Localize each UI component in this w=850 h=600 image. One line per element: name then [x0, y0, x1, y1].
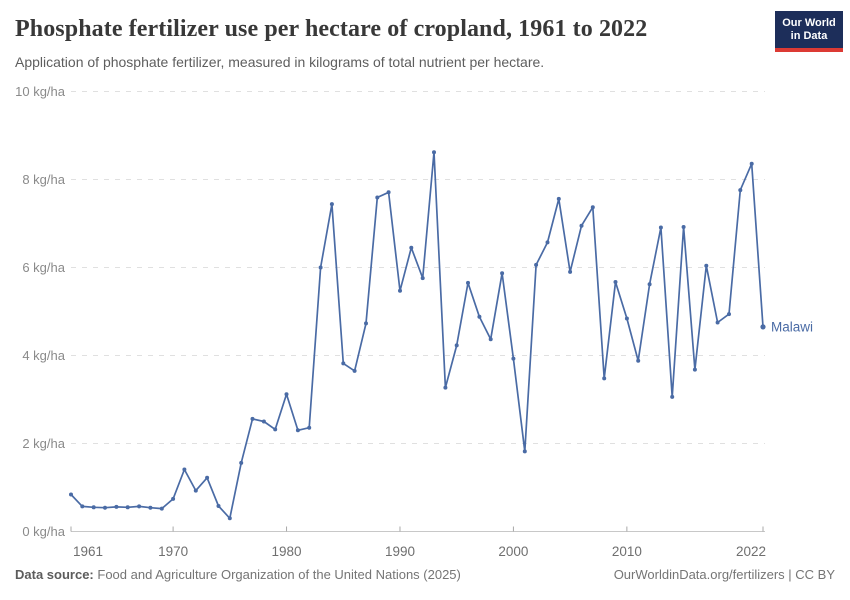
owid-logo-line1: Our World [782, 16, 836, 29]
x-tick-label: 1961 [73, 544, 103, 559]
x-tick-label: 2022 [736, 544, 766, 559]
data-point-2022[interactable] [760, 324, 766, 330]
data-point-1985[interactable] [341, 361, 346, 366]
data-point-1964[interactable] [103, 505, 107, 510]
data-point-2018[interactable] [715, 320, 720, 325]
data-point-1995[interactable] [454, 343, 459, 348]
owid-logo-box: Our World in Data [775, 11, 843, 48]
data-point-2008[interactable] [602, 376, 607, 381]
y-tick-label: 10 kg/ha [15, 84, 66, 99]
data-point-1990[interactable] [398, 288, 402, 293]
data-point-1974[interactable] [216, 504, 221, 508]
data-point-1993[interactable] [432, 150, 436, 155]
data-point-1986[interactable] [352, 368, 357, 373]
data-point-2005[interactable] [568, 269, 573, 274]
x-tick-label: 1980 [272, 544, 302, 559]
data-point-1989[interactable] [386, 190, 391, 195]
chart-subtitle: Application of phosphate fertilizer, mea… [15, 54, 545, 70]
y-tick-label: 4 kg/ha [22, 348, 65, 363]
data-point-1961[interactable] [69, 492, 73, 497]
data-point-1966[interactable] [125, 505, 130, 510]
data-point-1980[interactable] [284, 392, 289, 397]
data-point-2003[interactable] [545, 240, 550, 245]
data-point-1971[interactable] [182, 467, 187, 472]
data-point-1965[interactable] [114, 504, 119, 509]
data-source-note: Data source: Food and Agriculture Organi… [15, 567, 461, 583]
data-point-2010[interactable] [624, 316, 629, 321]
data-point-2006[interactable] [579, 223, 584, 228]
data-point-2021[interactable] [749, 161, 754, 166]
y-tick-label: 2 kg/ha [22, 436, 65, 451]
data-point-1962[interactable] [80, 504, 85, 509]
x-tick-label: 2000 [498, 544, 528, 559]
owid-link[interactable]: OurWorldinData.org/fertilizers | CC BY [613, 567, 835, 582]
data-point-1983[interactable] [318, 265, 323, 270]
data-point-1994[interactable] [443, 385, 448, 390]
data-point-1972[interactable] [193, 488, 198, 493]
data-point-2015[interactable] [681, 225, 686, 229]
data-point-1967[interactable] [137, 504, 142, 509]
data-point-2000[interactable] [511, 356, 516, 361]
owid-logo-line2: in Data [790, 29, 828, 42]
data-point-2007[interactable] [590, 205, 595, 210]
data-point-2004[interactable] [556, 196, 561, 201]
data-point-1978[interactable] [261, 419, 266, 424]
data-point-1976[interactable] [239, 460, 244, 465]
data-point-1963[interactable] [91, 505, 96, 510]
y-tick-label: 8 kg/ha [22, 172, 65, 187]
data-point-2011[interactable] [636, 358, 641, 363]
data-point-1969[interactable] [159, 506, 164, 511]
data-point-1988[interactable] [375, 195, 380, 200]
owid-logo-red-bar [775, 48, 843, 52]
data-point-2017[interactable] [704, 263, 709, 268]
data-point-2001[interactable] [522, 449, 527, 454]
data-point-1984[interactable] [329, 202, 334, 207]
y-tick-label: 6 kg/ha [22, 260, 65, 275]
data-point-1970[interactable] [171, 496, 176, 501]
x-tick-label: 1970 [158, 544, 188, 559]
data-point-1977[interactable] [250, 416, 255, 421]
data-point-1991[interactable] [409, 245, 414, 250]
series-label-malawi: Malawi [771, 319, 813, 334]
data-point-1999[interactable] [500, 271, 505, 276]
data-point-1981[interactable] [295, 428, 300, 433]
data-point-1998[interactable] [488, 337, 493, 342]
data-point-2019[interactable] [727, 312, 731, 317]
data-point-2014[interactable] [670, 394, 675, 399]
data-source-label: Data source: [15, 567, 94, 582]
data-point-1979[interactable] [273, 427, 278, 432]
data-point-2016[interactable] [692, 367, 697, 372]
data-point-1973[interactable] [205, 475, 210, 480]
data-point-1996[interactable] [466, 280, 470, 285]
data-point-1992[interactable] [420, 276, 425, 281]
data-point-1975[interactable] [227, 516, 232, 521]
x-tick-label: 1990 [385, 544, 415, 559]
x-tick-label: 2010 [612, 544, 642, 559]
data-point-1968[interactable] [148, 505, 153, 510]
data-point-2020[interactable] [738, 188, 743, 193]
chart-title: Phosphate fertilizer use per hectare of … [15, 16, 648, 42]
data-point-1987[interactable] [364, 321, 368, 326]
data-point-1982[interactable] [307, 425, 312, 430]
owid-logo: Our World in Data [775, 11, 843, 52]
chart-footer: Data source: Food and Agriculture Organi… [15, 567, 835, 583]
data-point-1997[interactable] [477, 314, 482, 319]
data-point-2002[interactable] [534, 262, 539, 267]
y-tick-label: 0 kg/ha [22, 524, 65, 539]
data-point-2013[interactable] [658, 225, 663, 230]
data-line-malawi [70, 151, 764, 520]
data-point-2012[interactable] [647, 282, 652, 287]
data-point-2009[interactable] [613, 280, 618, 284]
data-source-text: Food and Agriculture Organization of the… [97, 567, 461, 582]
